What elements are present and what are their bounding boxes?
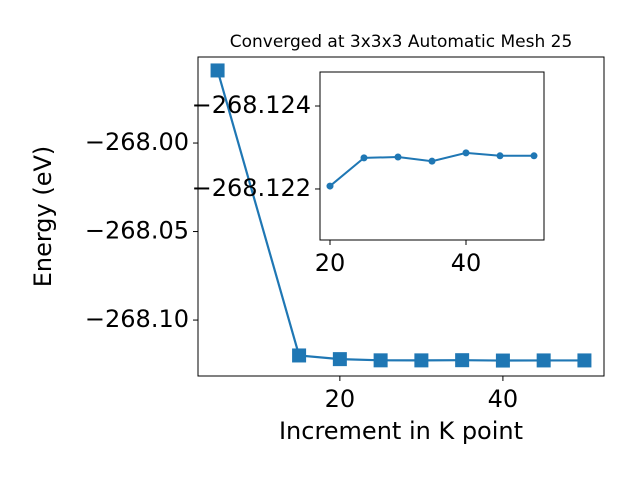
x-tick-label: 20 <box>315 249 346 277</box>
data-point <box>394 153 402 161</box>
data-point <box>462 149 470 157</box>
x-tick-label: 40 <box>451 249 482 277</box>
x-axis-label: Increment in K point <box>279 417 523 445</box>
data-point <box>292 348 307 363</box>
data-point <box>332 352 347 367</box>
x-tick-label: 20 <box>325 385 356 413</box>
y-tick-label: −268.00 <box>85 128 189 156</box>
data-point <box>360 154 368 162</box>
y-tick-label: −268.124 <box>192 91 311 119</box>
data-point <box>495 353 510 368</box>
data-point <box>455 353 470 368</box>
y-tick-label: −268.122 <box>192 174 311 202</box>
data-point <box>373 353 388 368</box>
data-point <box>496 152 504 160</box>
data-point <box>210 63 225 78</box>
data-point <box>326 182 334 190</box>
x-tick-label: 40 <box>488 385 519 413</box>
y-tick-label: −268.10 <box>85 305 189 333</box>
data-point <box>577 353 592 368</box>
data-point <box>428 157 436 165</box>
y-axis-label: Energy (eV) <box>29 146 57 288</box>
data-point <box>536 353 551 368</box>
data-point <box>414 353 429 368</box>
y-tick-label: −268.05 <box>85 217 189 245</box>
chart-title: Converged at 3x3x3 Automatic Mesh 25 <box>230 32 573 52</box>
data-point <box>530 152 538 160</box>
